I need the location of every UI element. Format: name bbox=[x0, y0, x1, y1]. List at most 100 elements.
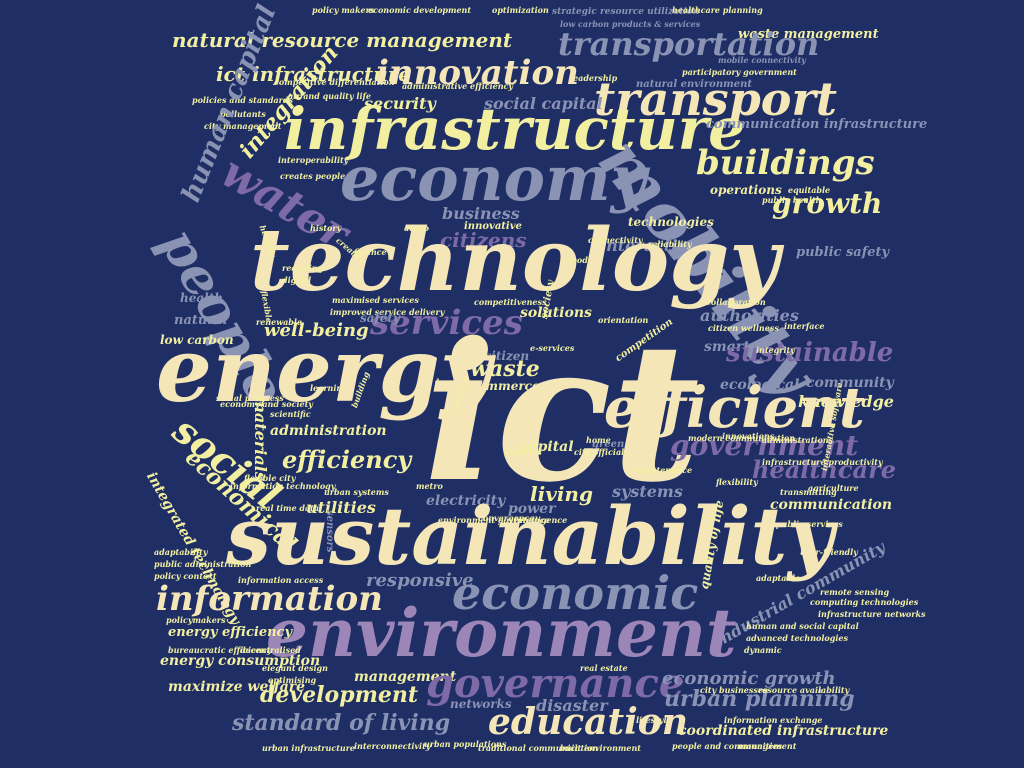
word: buildings bbox=[696, 143, 875, 183]
word: policy context bbox=[154, 571, 217, 581]
word: policies and standards bbox=[192, 95, 293, 105]
word: bureaucratic efficiency bbox=[168, 645, 272, 655]
word: waste management bbox=[738, 27, 879, 42]
word: interoperability bbox=[278, 155, 349, 165]
word: economic growth bbox=[662, 668, 836, 689]
word: living bbox=[530, 482, 593, 506]
word: citizen wellness bbox=[708, 323, 779, 333]
word: technology bbox=[250, 210, 780, 311]
word: resource availability bbox=[758, 685, 850, 695]
word: economic development bbox=[368, 5, 472, 15]
word: intelligence bbox=[514, 515, 568, 525]
word: policy makers bbox=[312, 5, 375, 15]
word: modern communication bbox=[688, 433, 796, 443]
word: information bbox=[156, 579, 383, 619]
word: air and quality life bbox=[288, 91, 372, 101]
word: logistics bbox=[504, 447, 542, 457]
word: computing technologies bbox=[810, 597, 919, 607]
word: maximize welfare bbox=[168, 679, 306, 695]
word: lifestyle bbox=[636, 715, 672, 725]
word: learning bbox=[310, 383, 348, 393]
word: competitive differentiation bbox=[274, 77, 395, 87]
word: user-friendly bbox=[800, 547, 858, 557]
word: good bbox=[566, 255, 588, 265]
word: maintenance bbox=[634, 465, 693, 475]
word: economic bbox=[452, 566, 699, 620]
word: well-being bbox=[264, 320, 369, 341]
word: disaster bbox=[536, 696, 608, 715]
word: urban planning bbox=[664, 686, 855, 712]
word: healthcare planning bbox=[672, 5, 763, 15]
word: economy bbox=[340, 142, 647, 215]
word: governance bbox=[426, 660, 685, 707]
word: participatory government bbox=[682, 67, 797, 77]
word: renewable bbox=[256, 317, 303, 327]
word: recycling bbox=[282, 263, 324, 273]
word: adaptable bbox=[756, 573, 801, 583]
word: audio bbox=[404, 223, 429, 233]
word: real time data bbox=[256, 503, 320, 513]
word: social capital bbox=[484, 94, 603, 113]
word: infrastructure networks bbox=[818, 609, 926, 619]
word: e-services bbox=[530, 343, 575, 353]
word: ecological bbox=[720, 377, 800, 393]
word: information technology bbox=[230, 481, 336, 491]
word: ict bbox=[424, 301, 700, 524]
word: convergence bbox=[478, 513, 535, 523]
word: maximised services bbox=[332, 295, 419, 305]
word: adaptability bbox=[154, 547, 208, 557]
word: people and communities bbox=[672, 741, 783, 751]
word: administrative efficiency bbox=[402, 81, 514, 91]
word: communication bbox=[770, 497, 893, 513]
word: services bbox=[370, 303, 523, 343]
word: social progress bbox=[216, 393, 284, 403]
word: urban infrastructure bbox=[262, 743, 356, 753]
word: power bbox=[508, 501, 556, 517]
word: decentralised bbox=[240, 645, 301, 655]
word: public safety bbox=[796, 245, 890, 260]
word: metro bbox=[416, 481, 443, 491]
word: environment governance bbox=[438, 515, 550, 525]
word: infrastructure bbox=[284, 95, 746, 163]
word: low carbon products & services bbox=[560, 19, 701, 29]
word: elegant design bbox=[262, 663, 328, 673]
word: solutions bbox=[520, 305, 592, 321]
word: management bbox=[354, 669, 457, 685]
word: citizens bbox=[440, 228, 527, 252]
word: flexibility bbox=[716, 477, 758, 487]
word: innovative bbox=[464, 221, 522, 232]
word: natural environment bbox=[636, 79, 752, 90]
word: knowledge bbox=[798, 392, 894, 411]
word: business bbox=[442, 204, 520, 223]
word: remote sensing bbox=[820, 587, 890, 597]
word: scientific bbox=[270, 409, 311, 419]
word: education bbox=[488, 701, 688, 743]
word: smart bbox=[704, 339, 750, 355]
word: commerce bbox=[470, 379, 540, 393]
word: administrations bbox=[762, 435, 834, 445]
word: pollutants bbox=[220, 109, 266, 119]
word: happiness bbox=[436, 377, 482, 387]
word: government bbox=[670, 429, 859, 462]
word: flexible city bbox=[244, 473, 296, 483]
word: advanced technologies bbox=[746, 633, 848, 643]
word: efficiency bbox=[282, 445, 412, 474]
word: community bbox=[806, 375, 894, 391]
word: orientation bbox=[598, 315, 649, 325]
word: city businesses bbox=[700, 685, 768, 695]
word: public administration bbox=[154, 559, 252, 569]
word: technologies bbox=[628, 215, 714, 229]
word: safety bbox=[360, 311, 400, 325]
word: energy efficiency bbox=[168, 625, 293, 640]
word: management bbox=[738, 741, 797, 751]
word: systems bbox=[612, 482, 683, 501]
word: competitiveness bbox=[474, 297, 547, 307]
word: waste bbox=[470, 356, 540, 382]
word: policymakers bbox=[166, 615, 226, 625]
word: home bbox=[586, 435, 611, 445]
word: coordinated infrastructure bbox=[678, 723, 889, 739]
word: communication infrastructure bbox=[706, 117, 928, 132]
word: energy consumption bbox=[160, 653, 321, 669]
word: networks bbox=[450, 697, 512, 711]
